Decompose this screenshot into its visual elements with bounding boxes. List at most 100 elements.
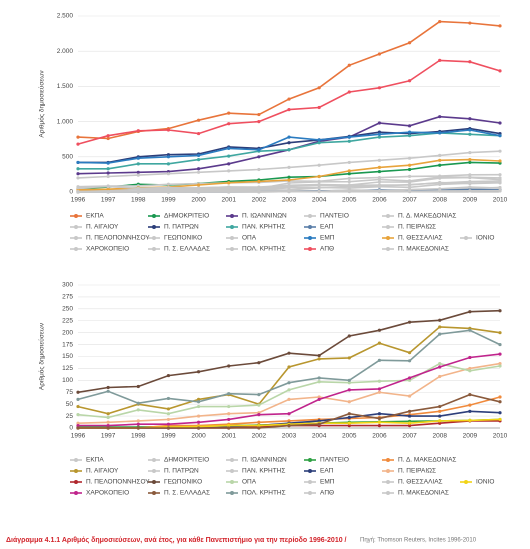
y-tick-label: 125: [62, 365, 73, 372]
point: [468, 366, 472, 371]
point: [196, 131, 201, 136]
legend-marker: [386, 458, 390, 462]
point: [136, 186, 140, 190]
legend-label: ΓΕΩΠΟΝΙΚΟ: [164, 235, 202, 242]
point: [227, 122, 231, 126]
legend-label: ΕΜΠ: [320, 479, 335, 486]
point: [468, 158, 472, 162]
point: [76, 160, 80, 165]
point: [257, 413, 261, 417]
point: [136, 170, 140, 174]
legend-marker: [308, 225, 312, 229]
point: [438, 176, 442, 180]
legend-label: ΠΟΛ. ΚΡΗΤΗΣ: [242, 490, 286, 497]
legend-label: Π. ΘΕΣΣΑΛΙΑΣ: [398, 235, 443, 242]
legend-marker: [152, 491, 156, 495]
point: [136, 408, 140, 412]
legend-label: ΠΑΝΤΕΙΟ: [320, 457, 349, 464]
point: [347, 424, 351, 428]
point: [287, 141, 291, 145]
y-tick-label: 0: [69, 425, 73, 432]
legend-label: ΔΗΜΟΚΡΙΤΕΙΟ: [164, 213, 209, 220]
x-tick-label: 2006: [372, 197, 387, 204]
y-tick-label: 300: [62, 282, 73, 289]
point: [498, 121, 502, 125]
point: [227, 146, 231, 150]
y-tick-label: 2.500: [57, 13, 74, 20]
point: [317, 179, 321, 183]
point: [257, 155, 261, 159]
point: [377, 390, 382, 394]
point: [287, 183, 291, 187]
point: [136, 426, 140, 430]
legend-label: ΕΑΠ: [320, 468, 334, 475]
point: [317, 141, 321, 145]
legend-marker: [152, 214, 156, 218]
legend-marker: [74, 225, 78, 229]
point: [287, 351, 291, 355]
y-tick-label: 1.500: [57, 83, 74, 90]
point: [317, 183, 321, 187]
point: [407, 376, 412, 380]
legend-label: ΕΚΠΑ: [86, 457, 104, 464]
point: [257, 120, 261, 124]
point: [136, 190, 140, 194]
legend-label: Π. ΜΑΚΕΔΟΝΙΑΣ: [398, 246, 449, 253]
point: [76, 413, 80, 417]
point: [106, 161, 110, 165]
point: [227, 169, 231, 173]
point: [166, 417, 171, 422]
point: [76, 424, 80, 428]
point: [347, 135, 351, 139]
point: [287, 148, 291, 152]
point: [347, 90, 351, 94]
point: [498, 364, 502, 368]
legend-label: Π. ΠΕΙΡΑΙΩΣ: [398, 468, 436, 475]
legend-marker: [386, 225, 390, 229]
point: [136, 384, 140, 389]
legend-label: ΔΗΜΟΚΡΙΤΕΙΟ: [164, 457, 209, 464]
point: [407, 378, 412, 382]
point: [498, 411, 502, 415]
point: [347, 400, 351, 404]
point: [317, 357, 321, 361]
legend-label: ΙΟΝΙΟ: [476, 479, 494, 486]
legend-label: Π. ΑΙΓΑΙΟΥ: [86, 468, 119, 475]
point: [257, 185, 261, 189]
legend-marker: [386, 214, 390, 218]
point: [498, 395, 502, 399]
point: [438, 365, 442, 369]
point: [377, 52, 382, 56]
point: [407, 394, 412, 398]
point: [196, 158, 201, 162]
legend-marker: [386, 469, 390, 473]
y-tick-label: 225: [62, 317, 73, 324]
point: [438, 181, 442, 185]
point: [347, 356, 351, 360]
point: [468, 418, 472, 422]
point: [317, 138, 321, 142]
legend-label: ΓΕΩΠΟΝΙΚΟ: [164, 479, 202, 486]
point: [438, 163, 442, 167]
point: [317, 189, 321, 194]
point: [377, 358, 382, 362]
point: [377, 387, 382, 391]
point: [407, 187, 412, 192]
point: [347, 160, 351, 165]
legend-marker: [230, 469, 234, 473]
point: [347, 139, 351, 143]
point: [377, 379, 382, 383]
point: [438, 374, 442, 379]
point: [76, 176, 80, 180]
x-tick-label: 1996: [71, 197, 86, 204]
point: [377, 341, 382, 345]
point: [407, 351, 412, 355]
point: [498, 400, 502, 404]
x-tick-label: 1998: [131, 197, 146, 204]
point: [166, 155, 171, 159]
point: [498, 186, 502, 190]
point: [498, 189, 502, 193]
point: [287, 365, 291, 369]
point: [257, 167, 261, 172]
legend-label: Π. ΘΕΣΣΑΛΙΑΣ: [398, 479, 443, 486]
